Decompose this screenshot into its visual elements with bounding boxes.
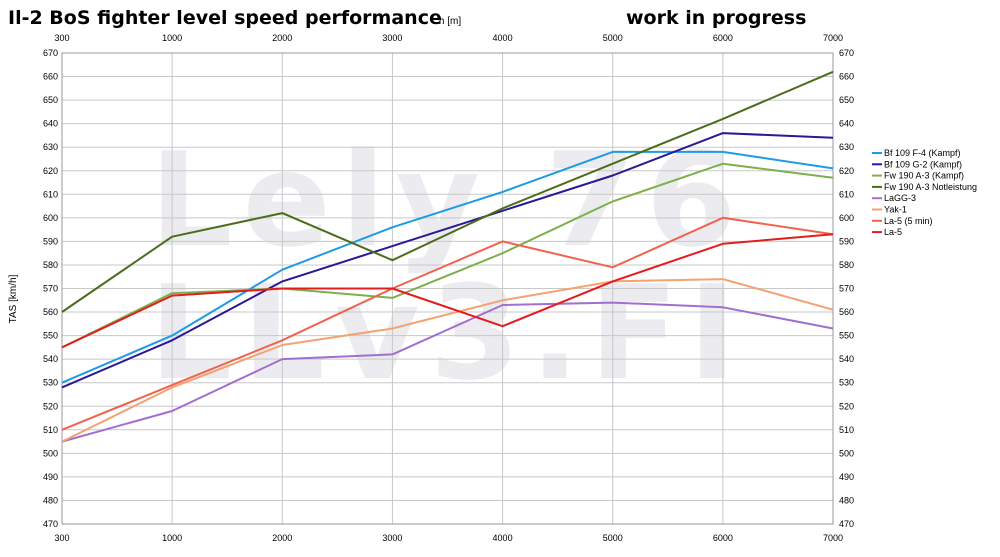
x-tick-label-bottom: 3000 <box>382 533 402 543</box>
x-tick-label-bottom: 6000 <box>713 533 733 543</box>
plot-frame <box>61 52 834 525</box>
series-line-la-5-5-min <box>61 216 834 431</box>
y-tick-label-right: 560 <box>839 307 854 317</box>
y-tick-label-left: 650 <box>43 95 58 105</box>
watermark-text: LLv3.FI <box>149 257 746 409</box>
y-tick-label-right: 550 <box>839 331 854 341</box>
watermark-text: Lely 76 <box>150 124 746 276</box>
y-tick-label-left: 610 <box>43 189 58 199</box>
y-tick-label-left: 490 <box>43 472 58 482</box>
y-tick-label-right: 570 <box>839 284 854 294</box>
y-tick-label-right: 540 <box>839 354 854 364</box>
x-tick-label-bottom: 1000 <box>162 533 182 543</box>
series-line-bf-109-g-2-kampf <box>61 132 834 389</box>
series-line-fw-190-a-3-kampf <box>61 162 834 349</box>
x-tick-label-bottom: 5000 <box>603 533 623 543</box>
y-tick-label-left: 600 <box>43 213 58 223</box>
chart-subtitle: work in progress <box>626 7 806 29</box>
y-tick-label-left: 530 <box>43 378 58 388</box>
y-tick-label-right: 530 <box>839 378 854 388</box>
y-tick-label-left: 620 <box>43 166 58 176</box>
x-tick-label-bottom: 300 <box>54 533 69 543</box>
y-tick-label-right: 600 <box>839 213 854 223</box>
x-tick-label-top: 6000 <box>713 33 733 43</box>
grid <box>61 52 834 525</box>
y-tick-label-right: 670 <box>839 48 854 58</box>
series-line-la-5 <box>61 233 834 349</box>
x-tick-label-top: 1000 <box>162 33 182 43</box>
x-axis-label: h [m] <box>439 16 461 27</box>
x-tick-label-top: 3000 <box>382 33 402 43</box>
y-tick-label-right: 620 <box>839 166 854 176</box>
series-line-lagg-3 <box>61 301 834 443</box>
legend-label-la-5-5-min: La-5 (5 min) <box>884 216 933 226</box>
series-line-yak-1 <box>61 278 834 443</box>
chart-title: Il-2 BoS fighter level speed performance <box>8 7 442 29</box>
x-tick-label-top: 2000 <box>272 33 292 43</box>
legend-label-yak-1: Yak-1 <box>884 205 907 215</box>
series-line-bf-109-f-4-kampf <box>61 150 834 384</box>
legend-label-bf-109-g-2-kampf: Bf 109 G-2 (Kampf) <box>884 159 962 169</box>
series-line-fw-190-a-3-notleistung <box>61 70 834 313</box>
y-tick-label-left: 630 <box>43 142 58 152</box>
y-tick-label-left: 570 <box>43 284 58 294</box>
x-tick-label-bottom: 7000 <box>823 533 843 543</box>
y-tick-label-left: 480 <box>43 495 58 505</box>
y-tick-label-left: 660 <box>43 72 58 82</box>
x-tick-label-top: 4000 <box>493 33 513 43</box>
y-tick-label-right: 580 <box>839 260 854 270</box>
y-tick-label-right: 510 <box>839 425 854 435</box>
y-tick-label-right: 500 <box>839 448 854 458</box>
x-tick-label-bottom: 2000 <box>272 533 292 543</box>
y-tick-label-left: 500 <box>43 448 58 458</box>
y-tick-label-right: 520 <box>839 401 854 411</box>
legend-label-la-5: La-5 <box>884 227 902 237</box>
axes: 470 470 480 480 490 490 500 500 510 510 520 520 530 5… <box>43 33 854 543</box>
y-tick-label-left: 590 <box>43 236 58 246</box>
x-tick-label-top: 7000 <box>823 33 843 43</box>
legend-label-fw-190-a-3-kampf: Fw 190 A-3 (Kampf) <box>884 171 964 181</box>
y-tick-label-left: 580 <box>43 260 58 270</box>
y-tick-label-left: 640 <box>43 119 58 129</box>
y-axis-label: TAS [km/h] <box>8 274 19 323</box>
y-tick-label-left: 540 <box>43 354 58 364</box>
y-tick-label-left: 470 <box>43 519 58 529</box>
y-tick-label-left: 510 <box>43 425 58 435</box>
y-tick-label-right: 610 <box>839 189 854 199</box>
legend: Bf 109 F-4 (Kampf)Bf 109 G-2 (Kampf) Fw 1… <box>872 148 977 237</box>
y-tick-label-right: 490 <box>839 472 854 482</box>
legend-label-lagg-3: LaGG-3 <box>884 193 916 203</box>
y-tick-label-right: 640 <box>839 119 854 129</box>
legend-label-fw-190-a-3-notleistung: Fw 190 A-3 Notleistung <box>884 182 977 192</box>
y-tick-label-right: 660 <box>839 72 854 82</box>
x-tick-label-top: 300 <box>54 33 69 43</box>
y-tick-label-left: 550 <box>43 331 58 341</box>
y-tick-label-left: 560 <box>43 307 58 317</box>
x-tick-label-bottom: 4000 <box>493 533 513 543</box>
x-tick-label-top: 5000 <box>603 33 623 43</box>
y-tick-label-right: 470 <box>839 519 854 529</box>
series-lines <box>61 70 834 443</box>
y-tick-label-right: 480 <box>839 495 854 505</box>
y-tick-label-left: 520 <box>43 401 58 411</box>
y-tick-label-right: 590 <box>839 236 854 246</box>
y-tick-label-right: 630 <box>839 142 854 152</box>
y-tick-label-left: 670 <box>43 48 58 58</box>
y-tick-label-right: 650 <box>839 95 854 105</box>
legend-label-bf-109-f-4-kampf: Bf 109 F-4 (Kampf) <box>884 148 961 158</box>
